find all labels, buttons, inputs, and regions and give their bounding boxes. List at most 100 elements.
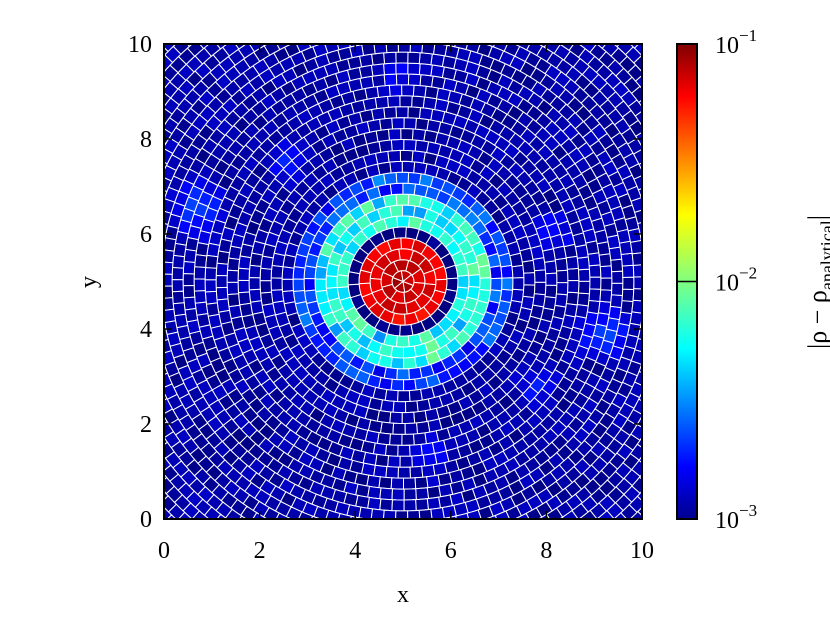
mesh-cell (648, 367, 663, 382)
mesh-cell (634, 370, 642, 386)
mesh-cell (576, 256, 591, 271)
mesh-cell (389, 433, 403, 446)
colorbar-tick-label: 10−3 (715, 501, 757, 534)
mesh-cell (511, 264, 525, 279)
mesh-cell (374, 95, 389, 110)
mesh-cell (404, 400, 419, 414)
mesh-cell (259, 267, 273, 282)
mesh-cell (164, 92, 172, 108)
mesh-cell (647, 338, 661, 352)
mesh-cell (370, 508, 385, 519)
mesh-cell (248, 264, 262, 279)
mesh-cell (492, 44, 508, 52)
mesh-cell (385, 465, 400, 479)
mesh-cell (641, 56, 642, 57)
mesh-cell (603, 521, 619, 537)
mesh-cell (631, 299, 642, 314)
mesh-cell (543, 44, 562, 55)
mesh-cell (164, 455, 165, 457)
mesh-cell (436, 44, 444, 46)
mesh-cell (468, 274, 481, 288)
mesh-cell (191, 510, 210, 519)
mesh-cell (143, 367, 157, 382)
mesh-cell (587, 252, 601, 267)
mesh-cell (164, 54, 174, 72)
mesh-cell (404, 422, 419, 435)
mesh-cell (403, 499, 417, 512)
mesh-cell (532, 293, 546, 308)
mesh-cell (224, 521, 240, 537)
mesh-cell (392, 422, 406, 435)
mesh-cell (588, 264, 602, 278)
mesh-cell (330, 27, 344, 41)
mesh-cell (495, 25, 510, 40)
mesh-cell (641, 124, 642, 127)
mesh-cell (637, 221, 642, 236)
mesh-cell (150, 258, 162, 271)
mesh-cell (325, 275, 338, 289)
mesh-cell (376, 432, 392, 446)
mesh-cell (204, 267, 218, 281)
mesh-cell (395, 73, 410, 86)
mesh-cell (407, 73, 422, 87)
mesh-cell (226, 269, 239, 283)
mesh-cell (383, 106, 397, 120)
mesh-cell (586, 299, 601, 315)
mesh-cell (243, 27, 259, 43)
mesh-cell (395, 335, 410, 348)
mesh-cell (194, 301, 209, 316)
mesh-cell (397, 466, 412, 479)
mesh-cell (633, 175, 642, 191)
mesh-cell (561, 509, 579, 519)
mesh-cell (418, 107, 434, 121)
mesh-cell (636, 436, 642, 449)
mesh-cell (415, 498, 430, 512)
mesh-cell (164, 327, 169, 342)
mesh-cell (390, 477, 404, 490)
mesh-cell (205, 254, 219, 269)
mesh-cell (400, 128, 414, 141)
mesh-cell (633, 209, 642, 225)
mesh-cell (421, 44, 436, 55)
mesh-cell (610, 282, 624, 297)
mesh-cell (186, 520, 202, 536)
mesh-cell (347, 271, 361, 286)
mesh-cell (494, 510, 511, 519)
mesh-cell (164, 197, 176, 214)
mesh-cell (164, 297, 175, 311)
mesh-cell (385, 44, 399, 54)
x-tick-label: 0 (158, 538, 170, 564)
y-axis-label: y (76, 276, 102, 288)
mesh-cell (342, 24, 356, 37)
mesh-cell (599, 289, 613, 303)
mesh-cell (649, 221, 662, 235)
mesh-cell (336, 274, 349, 289)
mesh-cell (384, 444, 399, 457)
mesh-cell (621, 264, 635, 279)
mesh-cell (454, 44, 469, 51)
mesh-cell (632, 398, 642, 415)
mesh-cell (164, 338, 173, 354)
mesh-cell (646, 106, 662, 122)
mesh-cell (390, 378, 405, 392)
mesh-cell (501, 277, 514, 291)
mesh-cell (610, 258, 624, 273)
mesh-cell (387, 455, 401, 468)
mesh-cell (248, 277, 261, 291)
mesh-cell (411, 150, 426, 164)
mesh-cell (401, 411, 416, 424)
mesh-cell (362, 517, 370, 519)
mesh-cell (407, 171, 422, 186)
x-axis: 0 2 4 6 8 10 (158, 44, 654, 564)
mesh-cell (523, 272, 536, 286)
mesh-cell (223, 26, 239, 42)
mesh-cell (407, 509, 421, 519)
mesh-cell (644, 170, 659, 185)
mesh-cell (598, 253, 612, 268)
x-tick-label: 2 (254, 538, 266, 564)
mesh-cell (630, 349, 642, 366)
mesh-cell (510, 288, 525, 303)
mesh-cell (558, 44, 575, 51)
colorbar-ticks: 10−3 10−2 10−1 (677, 26, 757, 534)
